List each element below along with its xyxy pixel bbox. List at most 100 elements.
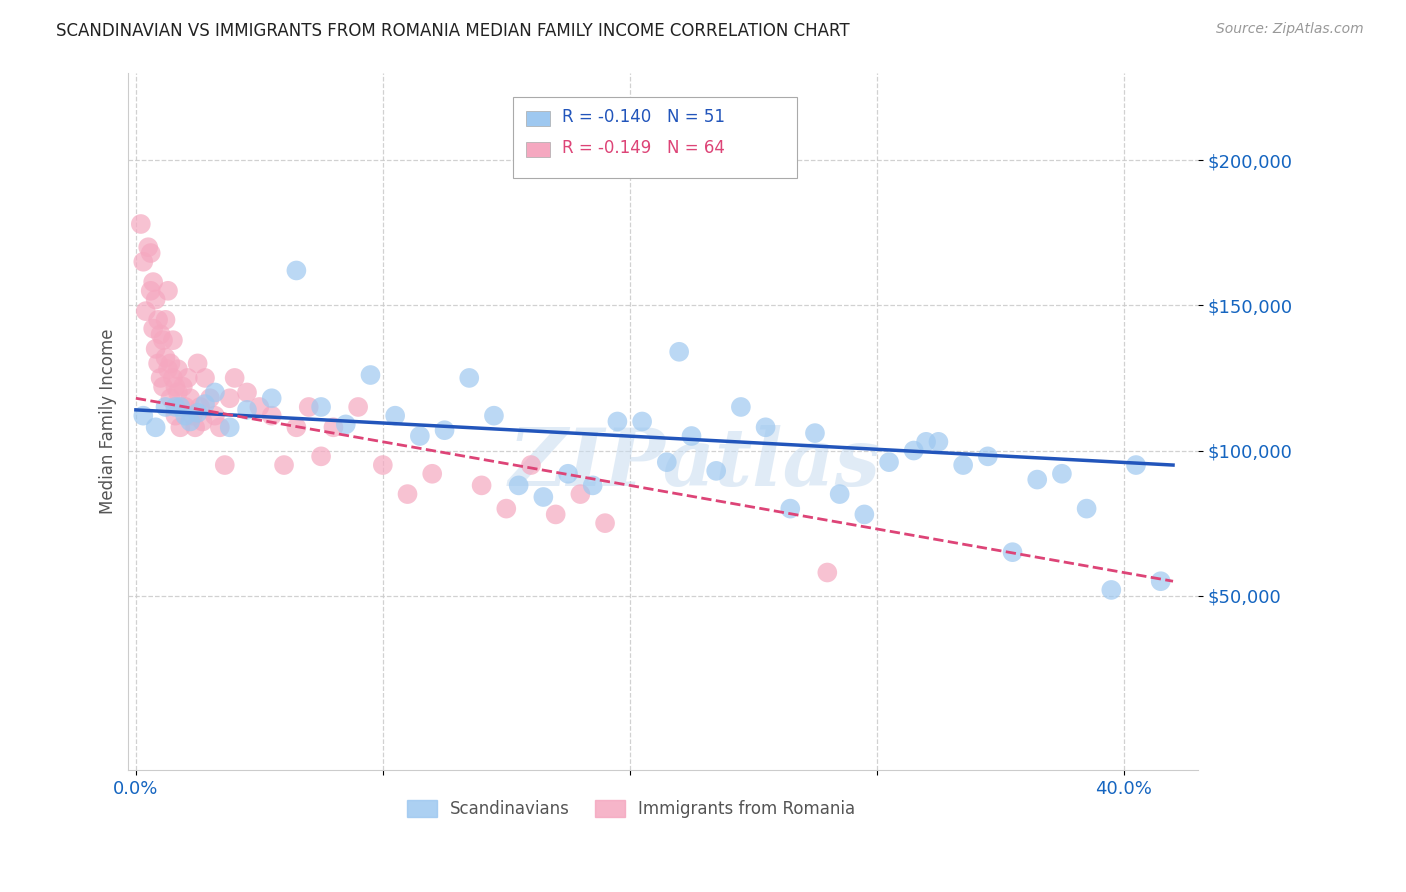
Point <box>236 385 259 400</box>
Point <box>218 420 240 434</box>
Point <box>273 458 295 472</box>
Point <box>508 478 530 492</box>
Point <box>704 464 727 478</box>
Point <box>1076 501 1098 516</box>
FancyBboxPatch shape <box>526 142 550 157</box>
Point <box>167 362 190 376</box>
Point <box>136 240 159 254</box>
Point <box>165 409 187 423</box>
Point <box>181 409 204 423</box>
Point <box>165 379 187 393</box>
Point <box>520 458 543 472</box>
Point <box>1150 574 1173 589</box>
Point <box>952 458 974 472</box>
Point <box>730 400 752 414</box>
Point <box>309 450 332 464</box>
Point <box>174 400 197 414</box>
Point <box>681 429 703 443</box>
Point <box>155 313 177 327</box>
Point <box>927 434 949 449</box>
Point <box>162 371 184 385</box>
Point <box>145 293 167 307</box>
Point <box>903 443 925 458</box>
Point <box>218 391 240 405</box>
Point <box>187 406 209 420</box>
Point <box>755 420 778 434</box>
Point <box>156 284 179 298</box>
Point <box>247 400 270 414</box>
Text: ZIPatlas: ZIPatlas <box>509 425 882 502</box>
Point <box>322 420 344 434</box>
Point <box>169 400 191 414</box>
Point <box>1125 458 1147 472</box>
Point <box>371 458 394 472</box>
Point <box>214 458 236 472</box>
Point <box>179 391 201 405</box>
Point <box>169 420 191 434</box>
Point <box>285 420 308 434</box>
Point <box>569 487 592 501</box>
Point <box>606 415 628 429</box>
Point <box>139 284 162 298</box>
FancyBboxPatch shape <box>526 111 550 126</box>
Point <box>335 417 357 432</box>
Point <box>135 304 157 318</box>
Point <box>224 371 246 385</box>
Point <box>557 467 579 481</box>
Point <box>668 344 690 359</box>
Point <box>853 508 876 522</box>
Point <box>132 254 155 268</box>
Point <box>359 368 381 382</box>
Point <box>655 455 678 469</box>
Point <box>593 516 616 530</box>
Point <box>531 490 554 504</box>
Point <box>129 217 152 231</box>
Point <box>1099 582 1122 597</box>
Point <box>977 450 1000 464</box>
Point <box>194 397 217 411</box>
Point <box>236 402 259 417</box>
Point <box>309 400 332 414</box>
Point <box>298 400 321 414</box>
Text: Source: ZipAtlas.com: Source: ZipAtlas.com <box>1216 22 1364 37</box>
Point <box>208 420 231 434</box>
Point <box>146 313 169 327</box>
Point <box>155 351 177 365</box>
Point <box>142 321 165 335</box>
Point <box>155 400 177 414</box>
Text: R = -0.140   N = 51: R = -0.140 N = 51 <box>561 108 724 126</box>
Point <box>187 356 209 370</box>
Point <box>204 409 226 423</box>
Point <box>149 327 172 342</box>
Point <box>482 409 505 423</box>
Point <box>347 400 370 414</box>
Point <box>152 379 174 393</box>
Point <box>804 426 827 441</box>
Point <box>145 420 167 434</box>
Point <box>384 409 406 423</box>
Point <box>1026 473 1049 487</box>
Point <box>915 434 938 449</box>
Point <box>156 362 179 376</box>
Point <box>1001 545 1024 559</box>
Point <box>285 263 308 277</box>
Point <box>877 455 900 469</box>
Point <box>167 385 190 400</box>
Point <box>159 356 181 370</box>
Point <box>174 409 197 423</box>
Point <box>162 333 184 347</box>
Point <box>582 478 605 492</box>
Point <box>149 371 172 385</box>
Point <box>152 333 174 347</box>
Point <box>495 501 517 516</box>
Point <box>396 487 419 501</box>
Point <box>433 423 456 437</box>
Point <box>420 467 443 481</box>
Y-axis label: Median Family Income: Median Family Income <box>100 329 117 515</box>
Text: SCANDINAVIAN VS IMMIGRANTS FROM ROMANIA MEDIAN FAMILY INCOME CORRELATION CHART: SCANDINAVIAN VS IMMIGRANTS FROM ROMANIA … <box>56 22 849 40</box>
Point <box>184 420 207 434</box>
Point <box>779 501 801 516</box>
Point <box>172 379 194 393</box>
Point <box>544 508 567 522</box>
Point <box>471 478 494 492</box>
